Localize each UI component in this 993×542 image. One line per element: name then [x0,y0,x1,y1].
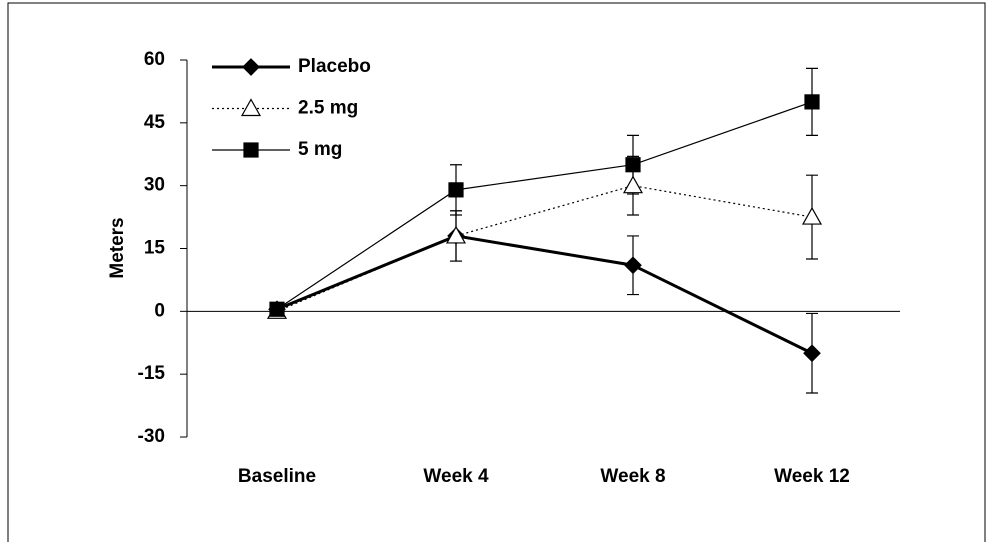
legend-marker [242,58,260,76]
data-point [804,94,820,110]
data-point [445,225,467,244]
y-tick-label: -30 [138,426,165,447]
frame [7,2,986,542]
data-point [622,175,644,194]
y-tick-label: 30 [144,175,165,196]
y-tick-label: 45 [144,112,166,133]
data-point [624,256,642,275]
y-tick-label: 60 [144,49,165,70]
x-tick-label: Baseline [238,466,316,487]
x-tick-label: Week 12 [774,466,850,487]
legend-label: 5 mg [298,139,342,160]
data-point [625,157,641,173]
series-line [276,101,813,310]
data-point [801,206,823,225]
legend-label: Placebo [298,56,371,77]
y-tick-label: -15 [138,363,166,384]
series-line [276,185,813,312]
y-tick-label: 0 [154,300,165,321]
x-tick-label: Week 8 [600,466,665,487]
x-tick-label: Week 4 [423,466,489,487]
data-point [448,182,464,198]
legend-marker [240,98,262,117]
legend-marker [243,142,259,158]
data-point [269,301,285,317]
legend-label: 2.5 mg [298,98,358,119]
y-axis-label: Meters [107,217,128,278]
y-tick-label: 15 [144,238,166,259]
series-line [276,234,813,355]
data-point [803,344,821,363]
